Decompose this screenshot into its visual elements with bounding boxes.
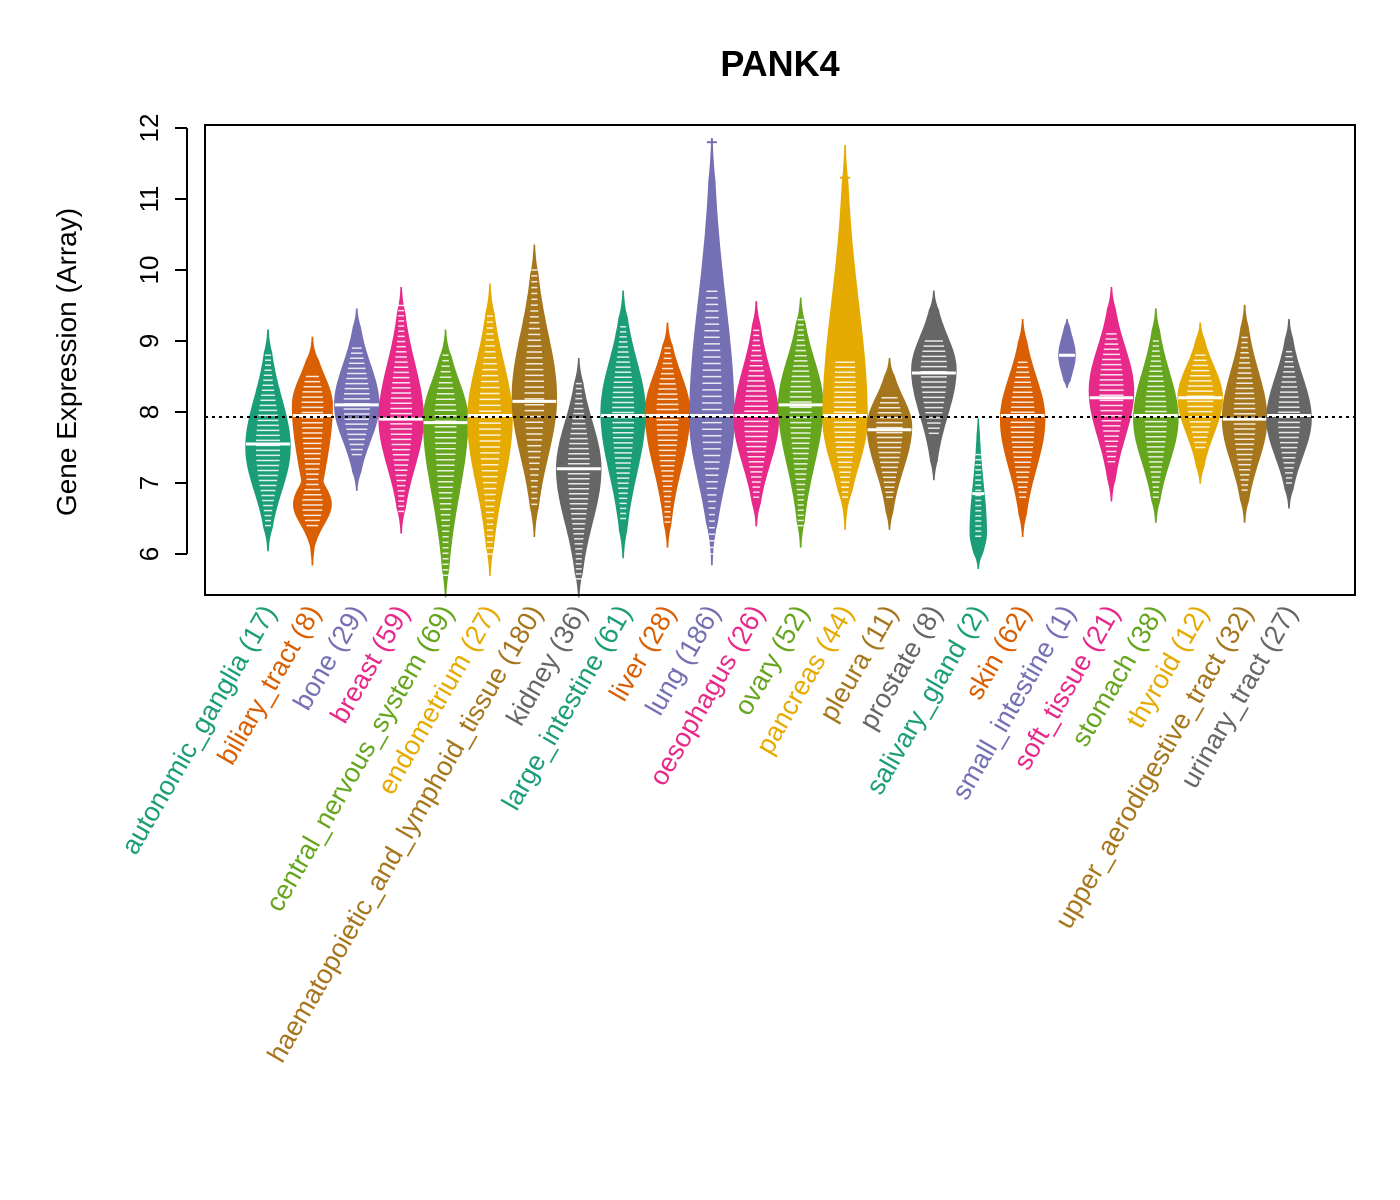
violin-shape-thyroid [1177, 322, 1223, 484]
y-tick-label: 6 [134, 547, 164, 561]
y-axis: 6 7 8 9 10 11 12 [134, 114, 188, 561]
y-tick-label: 9 [134, 334, 164, 348]
violin-shape-breast [378, 287, 424, 534]
violin-shape-large_intestine [600, 290, 646, 559]
violin-shape-prostate [911, 290, 957, 481]
plot-frame [204, 124, 1356, 596]
violin-shape-kidney [555, 358, 602, 598]
chart-title: PANK4 [720, 43, 839, 84]
violin-shape-pleura [866, 358, 913, 530]
violin-shape-pancreas [822, 145, 868, 530]
y-tick-label: 8 [134, 405, 164, 419]
violin-shape-soft_tissue [1088, 287, 1135, 502]
y-tick-label: 7 [134, 476, 164, 490]
violin-shape-biliary_tract [291, 336, 333, 566]
violin-shape-bone [334, 308, 380, 491]
y-tick-label: 11 [134, 186, 164, 213]
y-tick-label: 12 [134, 114, 164, 143]
violin-shape-haematopoietic_and_lymphoid_tissue [511, 244, 558, 538]
y-tick-label: 10 [134, 256, 164, 285]
violin-shape-oesophagus [733, 301, 780, 527]
violin-shape-urinary_tract [1266, 318, 1312, 509]
y-axis-label: Gene Expression (Array) [51, 208, 82, 516]
violin-shape-central_nervous_system [422, 329, 469, 598]
violin-shape-small_intestine [1058, 318, 1076, 388]
violin-group [245, 137, 1312, 598]
